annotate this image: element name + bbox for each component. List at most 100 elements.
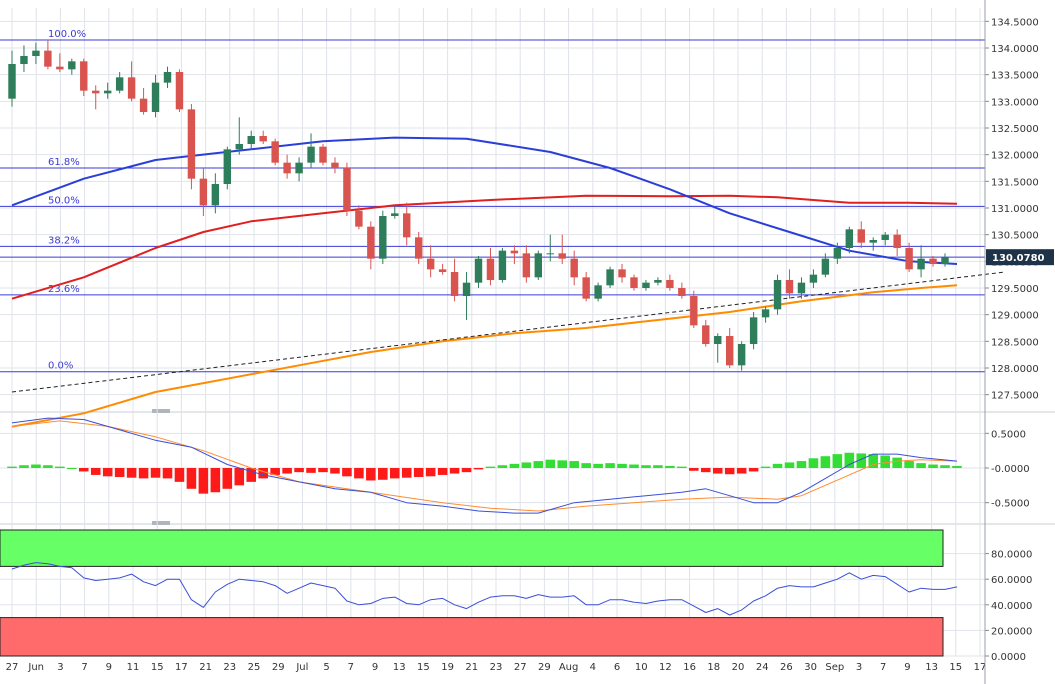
x-tick-label: 24 — [756, 662, 769, 673]
candle-body — [570, 258, 578, 278]
candle — [773, 274, 782, 315]
x-tick-label: 9 — [372, 662, 378, 673]
rsi-overbought-zone — [0, 529, 944, 567]
candle — [618, 264, 626, 283]
candle — [725, 328, 734, 368]
macd-histogram-bar — [413, 468, 424, 478]
macd-histogram-bar — [808, 458, 819, 468]
candle — [414, 232, 423, 264]
candle-body — [414, 237, 423, 259]
x-tick-label: Jun — [27, 662, 44, 673]
candle-body — [20, 56, 28, 64]
candle-body — [797, 282, 806, 294]
fib-level-label: 0.0% — [48, 361, 73, 372]
macd-histogram-bar — [366, 468, 376, 481]
candle — [654, 277, 662, 286]
candle-body — [259, 136, 267, 142]
macd-histogram-bar — [102, 468, 113, 477]
x-tick-label: 13 — [925, 662, 938, 673]
fib-level-label: 50.0% — [48, 195, 80, 206]
candle-body — [355, 210, 363, 227]
candle — [821, 253, 830, 278]
candle — [20, 45, 28, 72]
candle — [737, 341, 746, 371]
macd-histogram-bar — [952, 465, 962, 468]
rsi-panel — [0, 529, 958, 657]
macd-histogram-bar — [569, 461, 579, 468]
panel-resize-handle[interactable] — [152, 409, 170, 413]
candle-body — [893, 234, 901, 248]
macd-histogram-bar — [401, 468, 412, 478]
y-tick-label: 130.5000 — [991, 231, 1039, 242]
candle-body — [546, 253, 554, 255]
candle — [534, 250, 543, 280]
fibonacci-levels: 100.0% 61.8% 50.0% 38.2% 23.6% 0.0% — [0, 29, 985, 373]
macd-histogram-bar — [641, 465, 651, 468]
macd-histogram-bar — [31, 464, 41, 468]
macd-histogram-bar — [258, 468, 268, 479]
x-tick-label: 3 — [57, 662, 63, 673]
x-tick-label: 20 — [732, 662, 745, 673]
candle — [857, 221, 865, 248]
x-tick-label: 27 — [6, 662, 19, 673]
candle — [558, 234, 566, 264]
macd-histogram-bar — [784, 462, 795, 468]
x-tick-label: 12 — [659, 662, 672, 673]
macd-histogram-bar — [736, 468, 747, 474]
macd-histogram-bar — [425, 468, 436, 477]
candle-body — [678, 288, 686, 296]
x-tick-label: 3 — [856, 662, 862, 673]
macd-y-tick-label: 0.5000 — [991, 429, 1026, 440]
macd-histogram-bar — [318, 468, 328, 473]
candle — [666, 274, 674, 291]
macd-histogram-bar — [330, 468, 340, 474]
candle-body — [474, 258, 483, 283]
macd-histogram-bar — [306, 468, 316, 473]
panel-resize-handle[interactable] — [152, 521, 170, 525]
macd-histogram-bar — [916, 463, 926, 468]
x-tick-label: 13 — [393, 662, 406, 673]
candle-body — [618, 269, 626, 278]
macd-histogram-bar — [880, 455, 890, 468]
candle-body — [44, 50, 52, 67]
candle — [546, 234, 554, 262]
x-tick-label: 5 — [323, 662, 329, 673]
macd-histogram-bar — [174, 468, 185, 482]
candle — [809, 269, 818, 288]
macd-histogram-bar — [593, 463, 603, 468]
candle — [438, 264, 447, 275]
macd-histogram-bar — [389, 468, 400, 479]
macd-panel — [7, 417, 962, 514]
candle-body — [187, 109, 196, 179]
candle-body — [199, 178, 208, 206]
candle-body — [498, 250, 507, 280]
candle-body — [749, 317, 758, 344]
moving-average-blue — [11, 136, 958, 265]
candle-body — [929, 258, 937, 264]
macd-histogram-bar — [43, 465, 53, 468]
axes: 27 Jun 3 7 9 11 15 17 21 23 25 29 Jul 5 7 9 13 15 19 21 23 27… — [6, 0, 1054, 684]
macd-histogram-bar — [772, 463, 783, 468]
candle-body — [486, 258, 495, 280]
x-tick-label: 29 — [272, 662, 285, 673]
y-tick-label: 132.0000 — [991, 151, 1039, 162]
candle-body — [881, 234, 889, 240]
candle-body — [151, 82, 160, 112]
macd-histogram-bar — [700, 468, 711, 473]
candle — [582, 272, 590, 302]
candle — [151, 74, 160, 118]
macd-histogram-bar — [282, 468, 292, 474]
candle — [187, 104, 196, 190]
candle — [570, 250, 578, 286]
x-tick-label: 7 — [348, 662, 354, 673]
candle — [929, 256, 937, 267]
candle — [845, 226, 854, 254]
macd-histogram-bar — [234, 468, 245, 486]
rsi-y-tick-label: 0.0000 — [991, 652, 1026, 663]
macd-signal-line — [11, 420, 958, 512]
y-tick-label: 129.0000 — [991, 311, 1039, 322]
candle-body — [594, 285, 602, 299]
macd-histogram-bar — [19, 465, 29, 468]
